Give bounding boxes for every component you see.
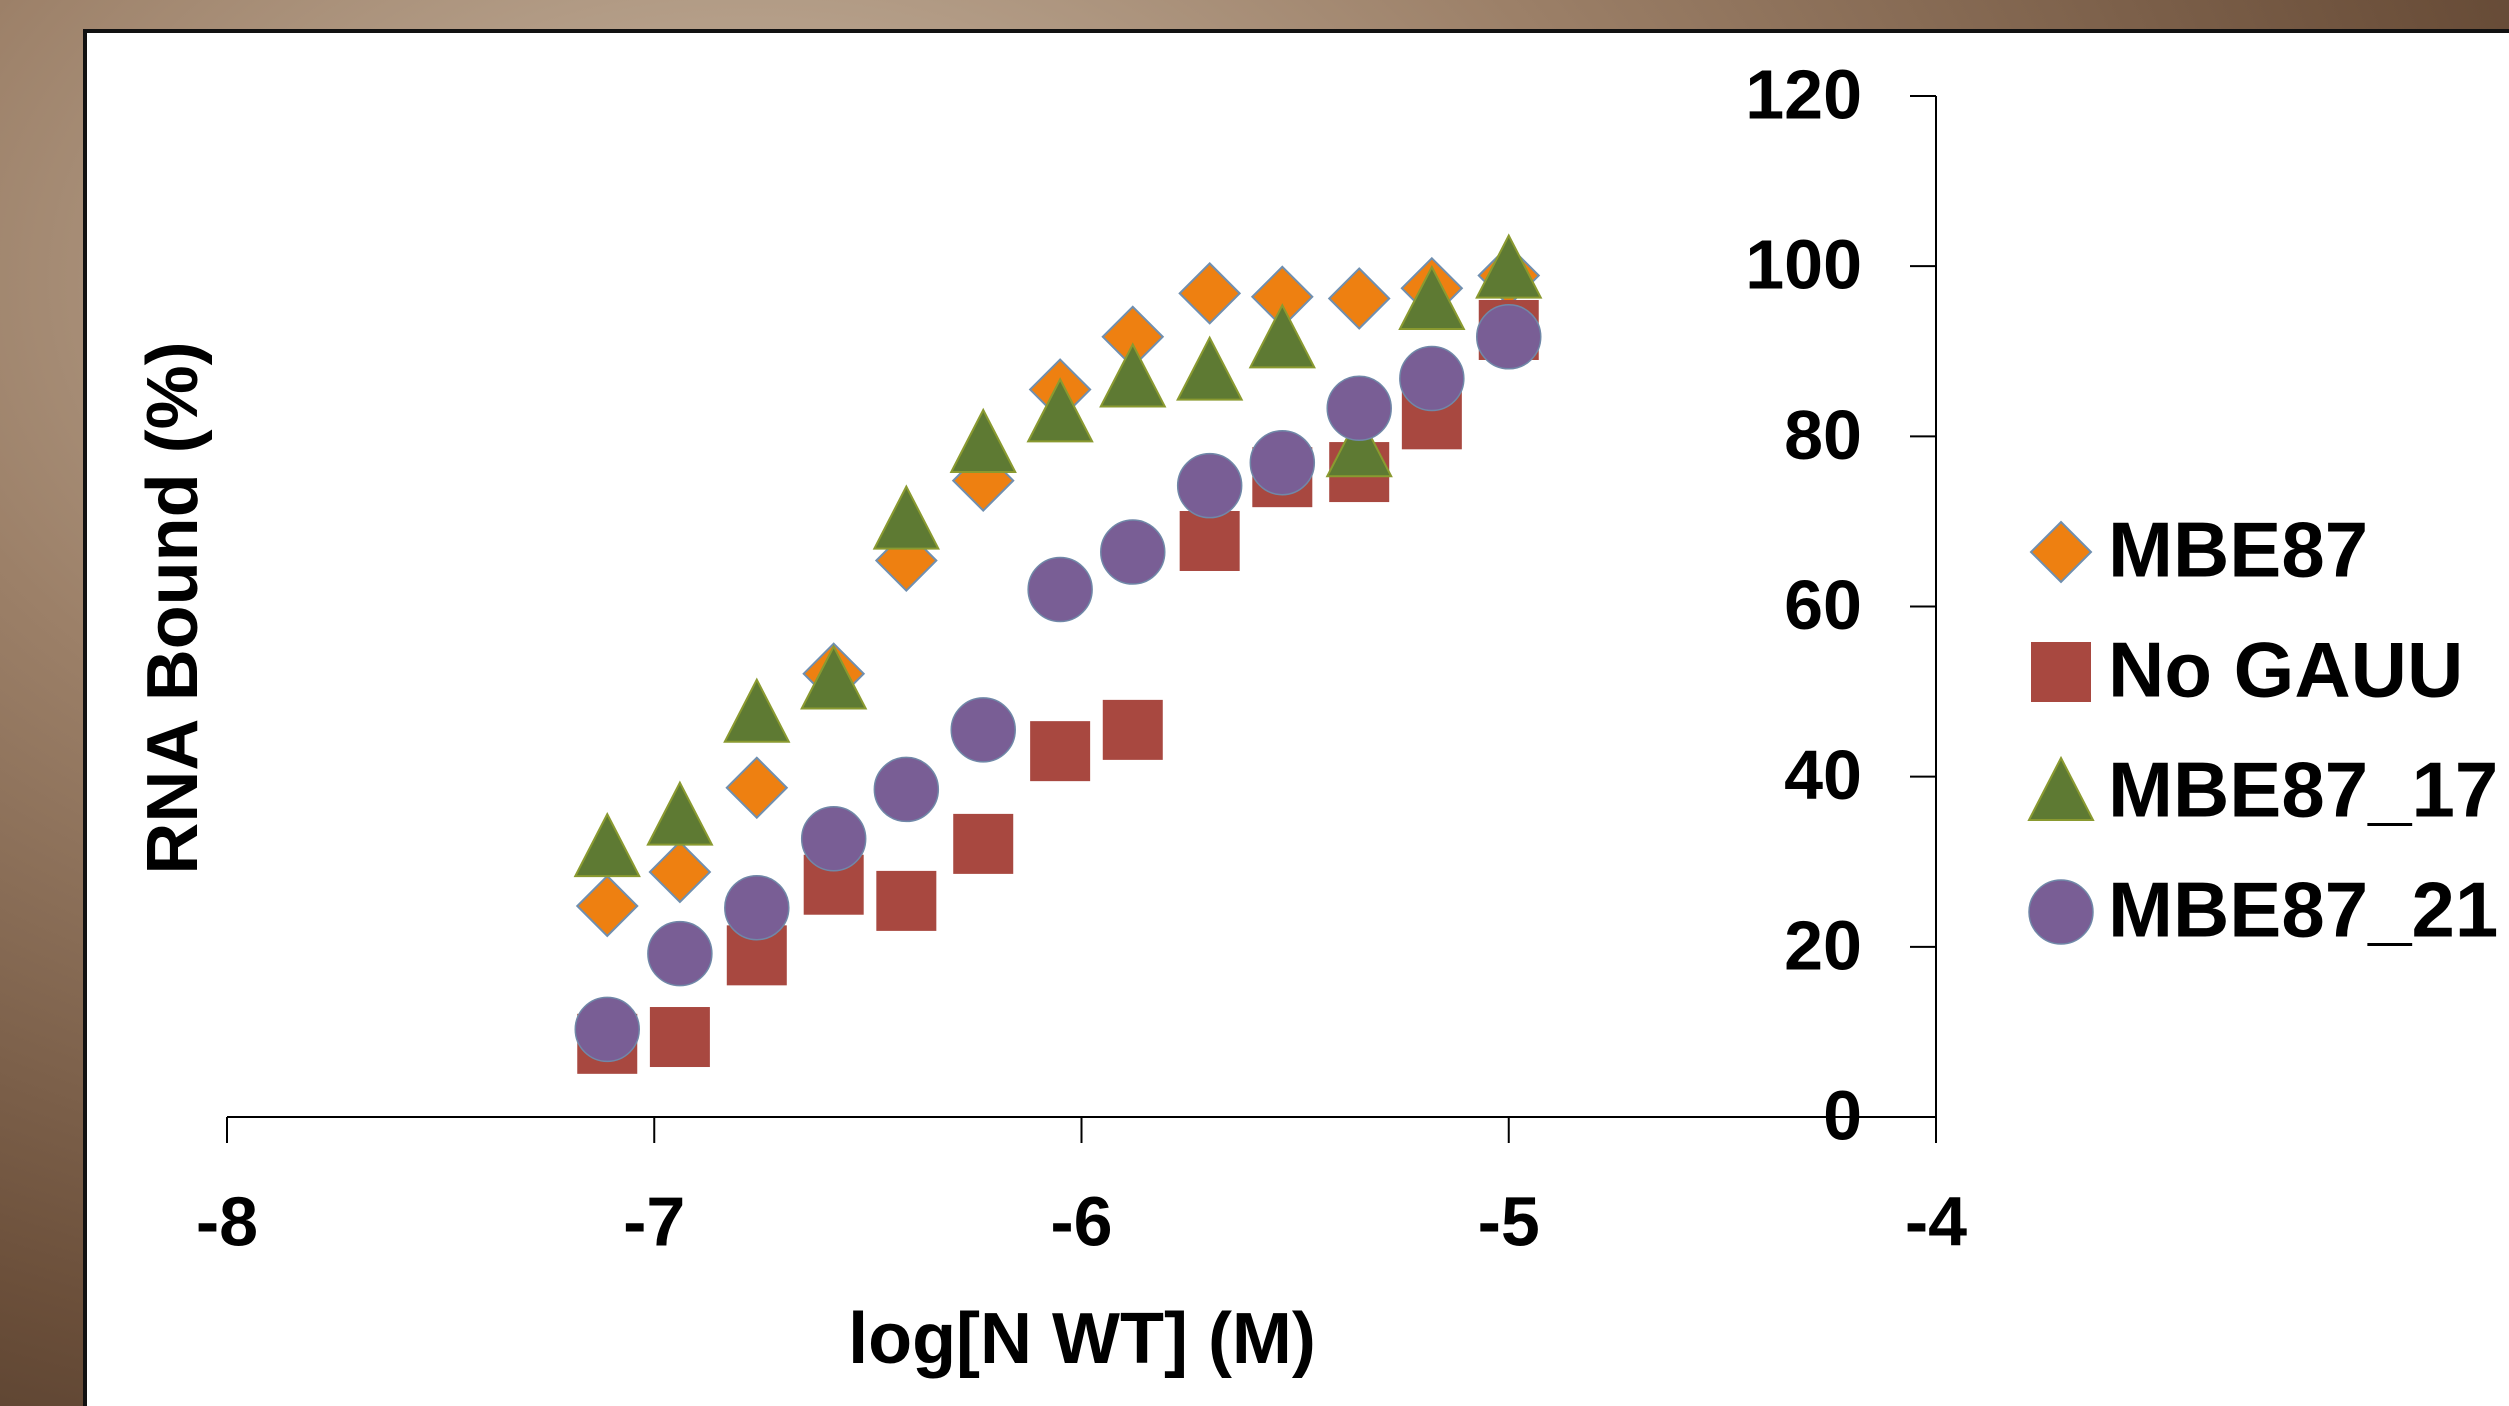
legend-marker bbox=[2027, 755, 2095, 821]
data-point bbox=[876, 870, 937, 931]
data-point bbox=[1176, 452, 1243, 519]
data-point bbox=[1476, 304, 1542, 370]
slide-panel bbox=[83, 29, 2509, 1406]
y-tick-label: 60 bbox=[1784, 566, 1862, 644]
data-point bbox=[949, 407, 1017, 473]
data-point bbox=[800, 644, 868, 710]
data-point bbox=[1325, 412, 1393, 478]
y-tick-label: 120 bbox=[1745, 55, 1862, 133]
data-point bbox=[1178, 261, 1242, 325]
data-point bbox=[1102, 699, 1163, 760]
data-point bbox=[1249, 429, 1316, 496]
data-point bbox=[649, 1007, 710, 1068]
data-point bbox=[1248, 303, 1316, 369]
data-point bbox=[575, 874, 639, 938]
y-tick-label: 40 bbox=[1784, 736, 1862, 814]
legend-marker bbox=[2029, 520, 2093, 584]
data-point bbox=[1026, 377, 1094, 443]
data-point bbox=[1100, 519, 1166, 585]
legend-label: MBE87_17 bbox=[2108, 746, 2498, 834]
legend-label: No GAUU bbox=[2108, 626, 2463, 714]
data-point bbox=[648, 840, 712, 904]
legend-label: MBE87_21 bbox=[2108, 866, 2498, 954]
legend-label: MBE87 bbox=[2108, 506, 2368, 594]
data-point bbox=[1326, 375, 1392, 442]
data-point bbox=[1475, 233, 1543, 299]
data-point bbox=[1176, 335, 1244, 401]
y-tick-label: 20 bbox=[1784, 906, 1862, 984]
data-point bbox=[724, 874, 790, 941]
data-point bbox=[646, 780, 714, 846]
data-point bbox=[1179, 510, 1240, 571]
x-tick-label: -8 bbox=[196, 1182, 258, 1260]
x-axis-title: log[N WT] (M) bbox=[848, 1299, 1316, 1379]
data-point bbox=[574, 996, 641, 1063]
data-point bbox=[725, 756, 789, 820]
x-tick-label: -6 bbox=[1050, 1182, 1112, 1260]
data-point bbox=[573, 811, 641, 878]
x-tick-label: -5 bbox=[1478, 1182, 1540, 1260]
data-point bbox=[872, 484, 940, 550]
data-point bbox=[953, 813, 1014, 874]
legend-marker bbox=[2028, 879, 2094, 945]
data-point bbox=[873, 756, 940, 823]
y-tick-label: 0 bbox=[1823, 1076, 1862, 1154]
data-point bbox=[1327, 267, 1391, 330]
data-point bbox=[1030, 721, 1091, 782]
x-tick-label: -4 bbox=[1905, 1182, 1967, 1260]
data-point bbox=[1398, 264, 1466, 331]
data-point bbox=[1099, 342, 1167, 408]
data-point bbox=[1027, 556, 1093, 623]
data-point bbox=[950, 697, 1016, 763]
y-tick-label: 100 bbox=[1745, 226, 1862, 304]
data-point bbox=[647, 920, 713, 987]
legend-marker bbox=[2031, 642, 2091, 702]
data-point bbox=[723, 677, 791, 743]
y-tick-label: 80 bbox=[1784, 396, 1862, 474]
y-axis-title: RNA Bound (%) bbox=[133, 341, 213, 874]
data-point bbox=[800, 806, 867, 872]
x-tick-label: -7 bbox=[623, 1182, 685, 1260]
data-point bbox=[1399, 345, 1465, 412]
